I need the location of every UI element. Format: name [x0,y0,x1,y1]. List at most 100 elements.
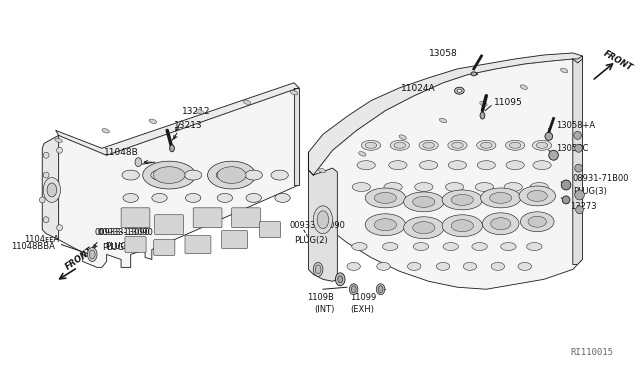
Polygon shape [294,88,299,185]
Ellipse shape [504,183,522,192]
Ellipse shape [245,170,262,180]
FancyBboxPatch shape [259,222,280,238]
Text: FRONT: FRONT [63,246,95,271]
Ellipse shape [454,87,464,94]
Text: 1104ᴇᴇA: 1104ᴇᴇA [24,235,59,244]
Text: 11048B: 11048B [104,148,138,157]
Ellipse shape [509,142,521,148]
Text: PLUG(2): PLUG(2) [294,235,328,244]
Ellipse shape [445,183,464,192]
Text: 11024A: 11024A [401,84,435,93]
Ellipse shape [351,286,356,293]
Ellipse shape [443,243,458,250]
Ellipse shape [480,102,487,106]
Polygon shape [59,88,299,267]
Ellipse shape [442,190,483,210]
Polygon shape [308,53,582,175]
Ellipse shape [518,262,531,270]
Text: 13058C: 13058C [556,144,589,153]
Circle shape [57,225,63,231]
Ellipse shape [390,140,410,150]
Ellipse shape [408,262,421,270]
Ellipse shape [404,192,444,212]
Ellipse shape [448,140,467,150]
Text: 13213: 13213 [174,121,203,131]
Ellipse shape [318,168,326,173]
Text: 11099: 11099 [350,293,376,302]
Ellipse shape [246,193,261,202]
Ellipse shape [491,218,511,230]
Ellipse shape [477,140,496,150]
Ellipse shape [152,193,167,202]
Ellipse shape [442,215,483,237]
Text: 00933-13090: 00933-13090 [94,228,150,237]
Ellipse shape [451,220,474,232]
Ellipse shape [184,170,202,180]
Text: PLUG‹ȇ1›: PLUG‹ȇ1› [105,241,144,250]
Ellipse shape [362,140,381,150]
Ellipse shape [317,211,329,229]
Ellipse shape [413,196,435,207]
Text: (INT): (INT) [314,305,335,314]
Ellipse shape [217,167,246,183]
Ellipse shape [314,206,333,234]
Circle shape [545,132,552,140]
Ellipse shape [419,161,438,170]
Text: 13058+A: 13058+A [556,121,596,130]
Ellipse shape [457,89,462,92]
Polygon shape [308,152,337,281]
Circle shape [561,180,571,190]
Text: (EXH): (EXH) [350,305,374,314]
Ellipse shape [122,170,140,180]
Ellipse shape [365,188,406,208]
Ellipse shape [153,167,185,183]
Ellipse shape [216,170,234,180]
Ellipse shape [527,243,542,250]
Text: 11095: 11095 [494,98,523,107]
Circle shape [44,152,49,158]
Ellipse shape [316,265,321,274]
Ellipse shape [528,216,547,227]
Ellipse shape [530,183,548,192]
Circle shape [574,131,582,140]
Ellipse shape [377,262,390,270]
Ellipse shape [335,273,345,286]
FancyBboxPatch shape [185,235,211,253]
Circle shape [57,147,63,153]
Ellipse shape [423,142,435,148]
Ellipse shape [532,140,552,150]
Ellipse shape [471,72,477,76]
Polygon shape [573,56,582,264]
Ellipse shape [533,161,551,170]
Ellipse shape [378,286,383,293]
Ellipse shape [436,262,450,270]
Ellipse shape [481,142,492,148]
Circle shape [575,190,584,200]
Ellipse shape [151,170,168,180]
Ellipse shape [217,193,232,202]
Ellipse shape [413,243,429,250]
FancyBboxPatch shape [221,231,248,248]
Text: 08931-71B00: 08931-71B00 [573,174,629,183]
Text: PLUG(3): PLUG(3) [573,187,607,196]
FancyBboxPatch shape [155,215,184,235]
Polygon shape [42,135,59,240]
Circle shape [44,172,49,178]
Ellipse shape [271,170,288,180]
Ellipse shape [357,161,375,170]
Ellipse shape [500,243,516,250]
FancyBboxPatch shape [125,237,146,253]
Ellipse shape [481,188,521,208]
Text: 11048BBA: 11048BBA [11,241,55,251]
Circle shape [562,196,570,204]
FancyBboxPatch shape [121,208,150,228]
Ellipse shape [143,161,196,189]
Ellipse shape [291,90,298,95]
Ellipse shape [452,142,463,148]
FancyBboxPatch shape [232,208,260,228]
Ellipse shape [413,222,435,234]
Ellipse shape [384,183,402,192]
Ellipse shape [44,177,61,202]
Ellipse shape [47,183,57,197]
Ellipse shape [358,151,366,156]
